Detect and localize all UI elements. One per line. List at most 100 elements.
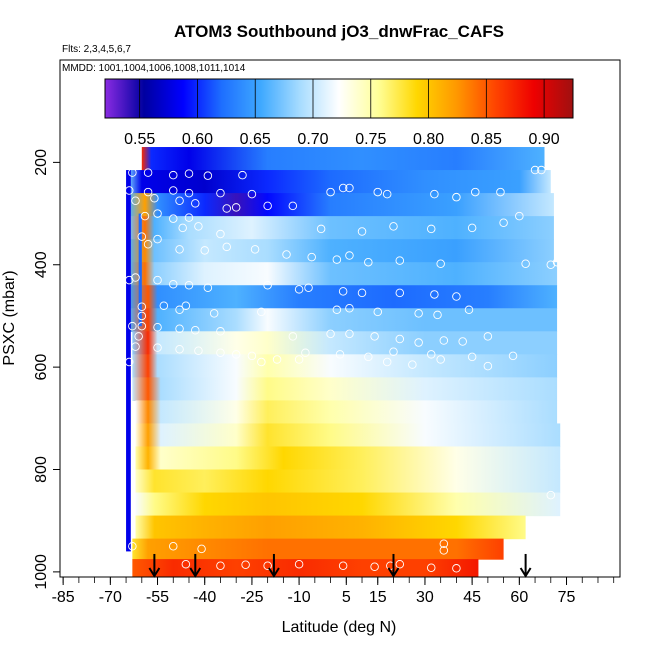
x-axis: -85 -70 -55 -40 -25 -10 5 15 30 45 60 75 [52, 577, 615, 606]
sample-marker [483, 332, 493, 341]
sample-marker [184, 280, 194, 290]
sample-marker [496, 187, 505, 197]
sample-marker [326, 329, 335, 339]
sample-markers [124, 165, 562, 573]
sample-marker [338, 287, 348, 296]
sample-marker [530, 165, 540, 175]
arrows [148, 553, 532, 578]
sample-marker [395, 288, 405, 298]
sample-marker [414, 338, 423, 347]
heatmap-row [129, 308, 558, 332]
sample-marker [426, 350, 436, 359]
sample-marker [332, 255, 342, 264]
sample-marker [124, 357, 134, 367]
x-tick-label: 5 [342, 589, 351, 606]
sample-marker [357, 288, 367, 298]
sample-marker [153, 322, 162, 332]
heatmap-row [132, 559, 479, 577]
x-tick-label: -70 [99, 589, 122, 606]
sample-marker [191, 199, 200, 208]
y-tick-label: 600 [33, 354, 50, 381]
heatmap-row [129, 285, 558, 309]
chart-title: ATOM3 Southbound jO3_dnwFrac_CAFS [174, 22, 504, 41]
sample-marker [471, 187, 480, 197]
arrow-head [387, 567, 400, 578]
sample-marker [200, 246, 209, 255]
sample-marker [263, 201, 272, 211]
sample-marker [197, 544, 206, 554]
sample-marker [143, 187, 153, 197]
sample-marker [124, 186, 134, 195]
colorbar-tick-label: 0.60 [182, 131, 213, 148]
sample-marker [426, 224, 436, 234]
y-tick-label: 400 [33, 251, 50, 278]
colorbar-tick-label: 0.75 [355, 131, 386, 148]
heatmap-row [135, 492, 561, 517]
sample-marker [184, 169, 194, 178]
sample-marker [203, 283, 213, 293]
x-tick-label: 75 [558, 589, 576, 606]
sample-marker [408, 360, 417, 369]
sample-marker [222, 242, 231, 252]
sample-marker [301, 348, 310, 358]
sample-marker [124, 275, 134, 285]
sample-marker [439, 336, 449, 345]
sample-marker [395, 256, 405, 265]
sample-marker [282, 250, 291, 259]
sample-marker [316, 224, 326, 234]
sample-marker [364, 352, 373, 362]
sample-marker [131, 342, 140, 351]
sample-marker [216, 561, 225, 570]
sample-marker [373, 187, 383, 197]
sample-marker [191, 326, 200, 335]
sample-marker [307, 252, 316, 262]
colorbar-tick-label: 0.85 [471, 131, 502, 148]
colorbar-tick-label: 0.80 [413, 131, 444, 148]
sample-marker [216, 348, 225, 358]
sample-marker [159, 301, 169, 310]
sample-marker [263, 561, 272, 570]
sample-marker [247, 351, 257, 361]
y-tick-label: 800 [33, 456, 50, 483]
colorbar-ticks: 0.55 0.60 0.65 0.70 0.75 0.80 0.85 0.90 [124, 79, 560, 148]
sample-marker [430, 189, 439, 199]
x-tick-label: -55 [146, 589, 169, 606]
sample-marker [332, 305, 342, 315]
sample-marker [483, 361, 493, 371]
sample-marker [194, 346, 203, 355]
sample-marker [241, 560, 250, 569]
sample-marker [137, 232, 147, 241]
heatmap-row [132, 377, 558, 402]
sample-marker [345, 304, 354, 313]
sample-marker [143, 240, 153, 249]
sample-marker [178, 223, 187, 233]
sample-marker [272, 355, 282, 364]
sample-marker [153, 275, 162, 285]
sample-marker [395, 334, 405, 344]
heatmap-row [135, 469, 561, 494]
sample-marker [153, 343, 162, 352]
sample-marker [175, 324, 184, 333]
sample-marker [430, 290, 439, 299]
sample-marker [370, 562, 379, 572]
sample-marker [373, 307, 383, 317]
sample-marker [288, 332, 298, 341]
sample-marker [247, 189, 257, 199]
sample-marker [128, 542, 137, 551]
y-axis: 200 400 600 800 1000 [33, 149, 60, 590]
sample-marker [546, 490, 556, 500]
arrow-head [189, 567, 202, 578]
heatmap-row [129, 193, 554, 217]
sample-marker [216, 188, 225, 198]
sample-marker [335, 350, 345, 359]
sample-marker [238, 170, 247, 180]
arrow-head [148, 567, 161, 578]
sample-marker [345, 183, 354, 193]
heatmap-row [129, 262, 558, 286]
arrow-head [519, 567, 532, 578]
sample-marker [499, 218, 508, 228]
sample-marker [128, 168, 137, 177]
sample-marker [338, 183, 348, 193]
x-tick-label: 15 [369, 589, 387, 606]
sample-marker [169, 170, 178, 180]
